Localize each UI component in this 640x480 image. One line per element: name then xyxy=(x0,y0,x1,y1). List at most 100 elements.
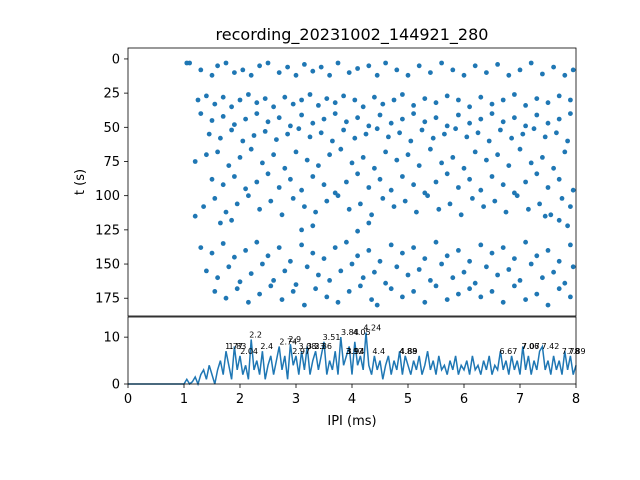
scatter-point xyxy=(416,267,422,272)
scatter-point xyxy=(478,294,484,300)
scatter-point xyxy=(332,100,338,106)
scatter-point xyxy=(534,291,540,297)
scatter-point xyxy=(568,97,573,103)
scatter-point xyxy=(405,152,411,158)
scatter-point xyxy=(568,242,573,248)
scatter-point xyxy=(534,253,540,259)
scatter-point xyxy=(307,134,313,140)
peak-label: 1.83 xyxy=(229,342,247,351)
scatter-point xyxy=(310,223,316,229)
y-tick-label: 50 xyxy=(103,121,120,136)
scatter-point xyxy=(262,96,268,101)
scatter-point xyxy=(204,268,209,274)
y-tick-label: 100 xyxy=(95,189,120,204)
scatter-point xyxy=(458,212,464,218)
y-tick-label: 150 xyxy=(95,258,120,273)
scatter-point xyxy=(198,245,204,251)
scatter-point xyxy=(484,157,489,163)
scatter-point xyxy=(201,204,207,210)
scatter-points xyxy=(184,60,576,308)
scatter-point xyxy=(310,68,316,74)
scatter-point xyxy=(260,160,265,166)
scatter-point xyxy=(341,93,346,99)
peak-label: 3.08 xyxy=(299,342,317,351)
scatter-point xyxy=(489,289,495,294)
scatter-point xyxy=(456,291,461,297)
scatter-point xyxy=(422,256,428,261)
scatter-point xyxy=(523,123,528,129)
scatter-point xyxy=(363,131,369,137)
scatter-point xyxy=(246,193,251,199)
scatter-point xyxy=(444,253,450,259)
scatter-point xyxy=(542,134,548,140)
scatter-point xyxy=(215,149,221,155)
scatter-point xyxy=(383,280,388,286)
scatter-point xyxy=(316,163,321,169)
scatter-point xyxy=(444,297,450,302)
scatter-point xyxy=(422,96,428,101)
scatter-point xyxy=(430,135,436,141)
scatter-point xyxy=(268,283,274,289)
peak-labels: 1.771.832.04 2.2 2.4 2.742.9 2.973.083.233.3… xyxy=(225,324,586,356)
scatter-point xyxy=(338,146,344,152)
scatter-point xyxy=(394,67,400,73)
scatter-point xyxy=(307,92,313,97)
scatter-point xyxy=(523,297,528,302)
scatter-point xyxy=(556,176,562,182)
scatter-point xyxy=(506,72,512,78)
scatter-point xyxy=(349,160,355,166)
scatter-point xyxy=(276,70,282,75)
scatter-point xyxy=(478,116,484,122)
scatter-point xyxy=(559,196,565,201)
scatter-point xyxy=(545,248,551,253)
scatter-point xyxy=(411,245,416,251)
scatter-point xyxy=(433,283,439,289)
peak-label: 3.94 xyxy=(347,347,365,356)
scatter-point xyxy=(467,176,472,182)
y-tick-label: 75 xyxy=(103,155,120,170)
peak-label: 7.89 xyxy=(568,347,586,356)
scatter-point xyxy=(562,280,568,286)
scatter-point xyxy=(290,101,296,107)
scatter-point xyxy=(433,100,439,106)
scatter-point xyxy=(411,289,416,294)
y-tick-label: 25 xyxy=(103,87,120,102)
scatter-point xyxy=(498,127,503,133)
peak-label: 3.84 xyxy=(341,328,359,337)
scatter-point xyxy=(517,146,523,152)
scatter-point xyxy=(545,185,551,190)
scatter-point xyxy=(456,112,461,118)
scatter-point xyxy=(456,97,461,103)
scatter-point xyxy=(388,242,394,248)
scatter-point xyxy=(556,116,562,122)
y-tick-label: 0 xyxy=(112,52,120,67)
scatter-point xyxy=(388,120,394,126)
scatter-point xyxy=(327,152,332,158)
scatter-point xyxy=(215,275,221,281)
scatter-point xyxy=(299,242,304,248)
x-tick-label: 8 xyxy=(572,392,580,407)
x-tick-label: 5 xyxy=(404,392,412,407)
scatter-point xyxy=(456,185,461,190)
scatter-point xyxy=(248,271,254,276)
scatter-point xyxy=(212,101,218,107)
scatter-point xyxy=(335,193,341,199)
scatter-point xyxy=(433,115,439,121)
scatter-point xyxy=(556,258,562,264)
scatter-point xyxy=(447,201,453,207)
peak-label: 4.24 xyxy=(363,324,381,333)
scatter-point xyxy=(548,212,554,218)
scatter-point xyxy=(433,179,439,185)
scatter-point xyxy=(257,291,262,297)
scatter-point xyxy=(358,201,363,207)
scatter-point xyxy=(192,159,198,164)
scatter-point xyxy=(439,160,444,166)
scatter-point xyxy=(537,201,542,207)
scatter-point xyxy=(397,130,402,136)
scatter-point xyxy=(209,176,215,182)
scatter-point xyxy=(254,239,260,245)
ipi-curve xyxy=(128,332,577,387)
peak-label: 3.36 xyxy=(314,342,332,351)
scatter-point xyxy=(456,248,461,253)
scatter-point xyxy=(212,289,218,294)
